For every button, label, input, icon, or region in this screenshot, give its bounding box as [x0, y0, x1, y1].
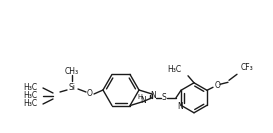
Text: N: N — [150, 90, 156, 99]
Text: H₃C: H₃C — [167, 65, 181, 74]
Text: H₃C: H₃C — [23, 99, 37, 109]
Text: S: S — [162, 93, 166, 102]
Text: CF₃: CF₃ — [241, 63, 253, 72]
Text: O: O — [87, 90, 93, 99]
Text: N: N — [140, 96, 146, 105]
Text: H₃C: H₃C — [23, 92, 37, 101]
Text: H₃C: H₃C — [23, 84, 37, 92]
Text: Si: Si — [69, 82, 76, 92]
Text: H: H — [138, 94, 143, 100]
Text: O: O — [215, 81, 221, 90]
Text: N: N — [177, 102, 183, 111]
Text: CH₃: CH₃ — [65, 66, 79, 76]
